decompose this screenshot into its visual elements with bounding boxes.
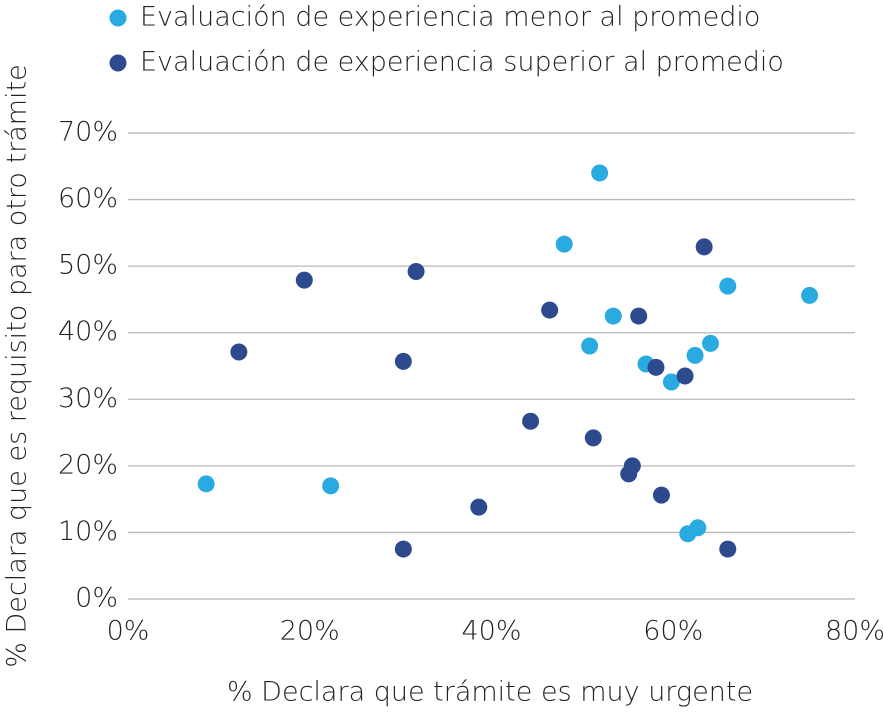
point xyxy=(295,271,313,289)
x-tick-label: 80% xyxy=(825,616,883,647)
point xyxy=(394,540,412,558)
y-tick-label: 20% xyxy=(58,449,118,480)
point xyxy=(695,238,713,256)
point xyxy=(394,352,412,370)
point xyxy=(662,373,680,391)
point xyxy=(581,337,599,355)
point xyxy=(541,301,559,319)
point xyxy=(801,286,819,304)
y-tick-label: 70% xyxy=(58,117,118,148)
legend-label: Evaluación de experiencia menor al prome… xyxy=(140,2,760,33)
point xyxy=(230,343,248,361)
x-tick-label: 60% xyxy=(643,616,703,647)
point xyxy=(197,475,215,493)
y-tick-label: 30% xyxy=(58,383,118,414)
y-tick-label: 10% xyxy=(58,516,118,547)
legend-marker xyxy=(109,9,127,27)
y-tick-label: 0% xyxy=(75,583,118,614)
point xyxy=(647,358,665,376)
y-axis-title: % Declara que es requisito para otro trá… xyxy=(2,64,33,667)
x-tick-label: 40% xyxy=(461,616,521,647)
legend-label: Evaluación de experiencia superior al pr… xyxy=(140,47,784,78)
point xyxy=(591,164,609,182)
x-tick-label: 0% xyxy=(107,616,150,647)
point xyxy=(322,477,340,495)
point xyxy=(407,262,425,280)
y-tick-label: 60% xyxy=(58,183,118,214)
point xyxy=(719,277,737,295)
legend-marker xyxy=(109,54,127,72)
point xyxy=(676,367,694,385)
point xyxy=(686,346,704,364)
x-tick-label: 20% xyxy=(280,616,340,647)
point xyxy=(604,307,622,325)
point xyxy=(555,235,573,253)
point xyxy=(702,334,720,352)
point xyxy=(719,540,737,558)
point xyxy=(620,465,638,483)
point xyxy=(630,307,648,325)
point xyxy=(689,519,707,537)
y-tick-label: 50% xyxy=(58,250,118,281)
point xyxy=(652,486,670,504)
point xyxy=(584,429,602,447)
y-tick-label: 40% xyxy=(58,316,118,347)
point xyxy=(470,498,488,516)
point xyxy=(522,412,540,430)
x-axis-title: % Declara que trámite es muy urgente xyxy=(227,677,753,708)
